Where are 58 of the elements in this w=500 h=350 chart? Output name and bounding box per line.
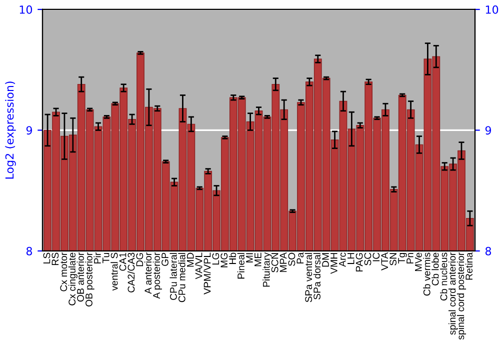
x-tick-label: Pir [94,252,101,264]
x-tick-label: SCN [271,253,278,272]
x-tick-label: CPu lateral [170,252,177,300]
x-tick-label: CPu medial [178,252,186,302]
y-tick-label: 9 [26,126,32,135]
x-tick-label: Pn [406,252,414,264]
x-tick-label: SN [390,253,397,266]
x-tick-label: VA/VL [195,252,202,280]
x-tick-label: Cb vermis [423,252,430,296]
x-tick-label: OB posterior [85,252,94,306]
x-tick-label: LG [212,253,220,265]
x-tick-label: VPM/VPL [204,252,211,294]
y-axis-title: Log2 (expression) [5,82,16,179]
x-tick-label: OB anterior [76,252,84,302]
y2-tick-label: 9 [485,126,492,135]
x-tick-label: spinal cord anterior [448,252,458,335]
x-tick-label: Tu [102,252,110,264]
x-tick-label: IC [372,252,380,262]
y-tick-label: 10 [20,5,32,14]
y-tick-label: 8 [26,246,32,256]
x-tick-label: Hb [228,252,236,264]
x-tick-label: Pineal [237,252,244,279]
x-tick-label: MPA [280,252,287,272]
y2-tick-label: 10 [486,5,498,14]
x-tick-label: ME [254,252,262,266]
x-tick-label: LH [347,253,354,264]
x-tick-label: LS [43,252,50,264]
x-tick-label: CA1 [119,252,126,271]
x-tick-label: PAG [356,253,363,272]
y2-tick-label: 8 [485,246,492,256]
x-tick-label: SC [364,252,372,266]
x-tick-label: Cx cingulate [68,252,78,306]
x-tick-label: VTA [381,252,388,270]
x-tick-label: MVe [415,252,422,271]
x-tick-label: Retina [465,252,473,280]
x-tick-label: Cb nucleus [440,252,448,300]
x-tick-label: A anterior [144,252,152,294]
x-tick-label: MI [246,253,253,262]
x-tick-label: Arc [339,252,346,267]
x-tick-label: Pituitary [262,252,272,287]
x-tick-label: GP [162,252,168,266]
x-tick-label: MG [220,253,228,268]
x-tick-label: Cx motor [60,252,68,292]
x-tick-label: SPa dorsal [313,252,320,300]
x-tick-label: Cb lobe [432,252,439,286]
x-tick-label: CA2/CA3 [128,252,135,292]
x-tick-label: ventral S [110,252,118,291]
x-tick-label: DM [322,253,329,267]
x-tick-label: DG [136,253,144,266]
x-tick-label: MD [186,252,194,267]
x-tick-label: SPa ventral [304,252,312,302]
x-tick-label: SO [288,252,296,266]
x-tick-label: A posterior [152,252,162,299]
x-tick-label: Pa [296,252,304,264]
x-tick-label: Tg [398,252,407,264]
x-tick-label: VMH [330,253,338,274]
x-tick-label: spinal cord posterior [456,252,466,340]
x-tick-label: RS [52,252,59,266]
